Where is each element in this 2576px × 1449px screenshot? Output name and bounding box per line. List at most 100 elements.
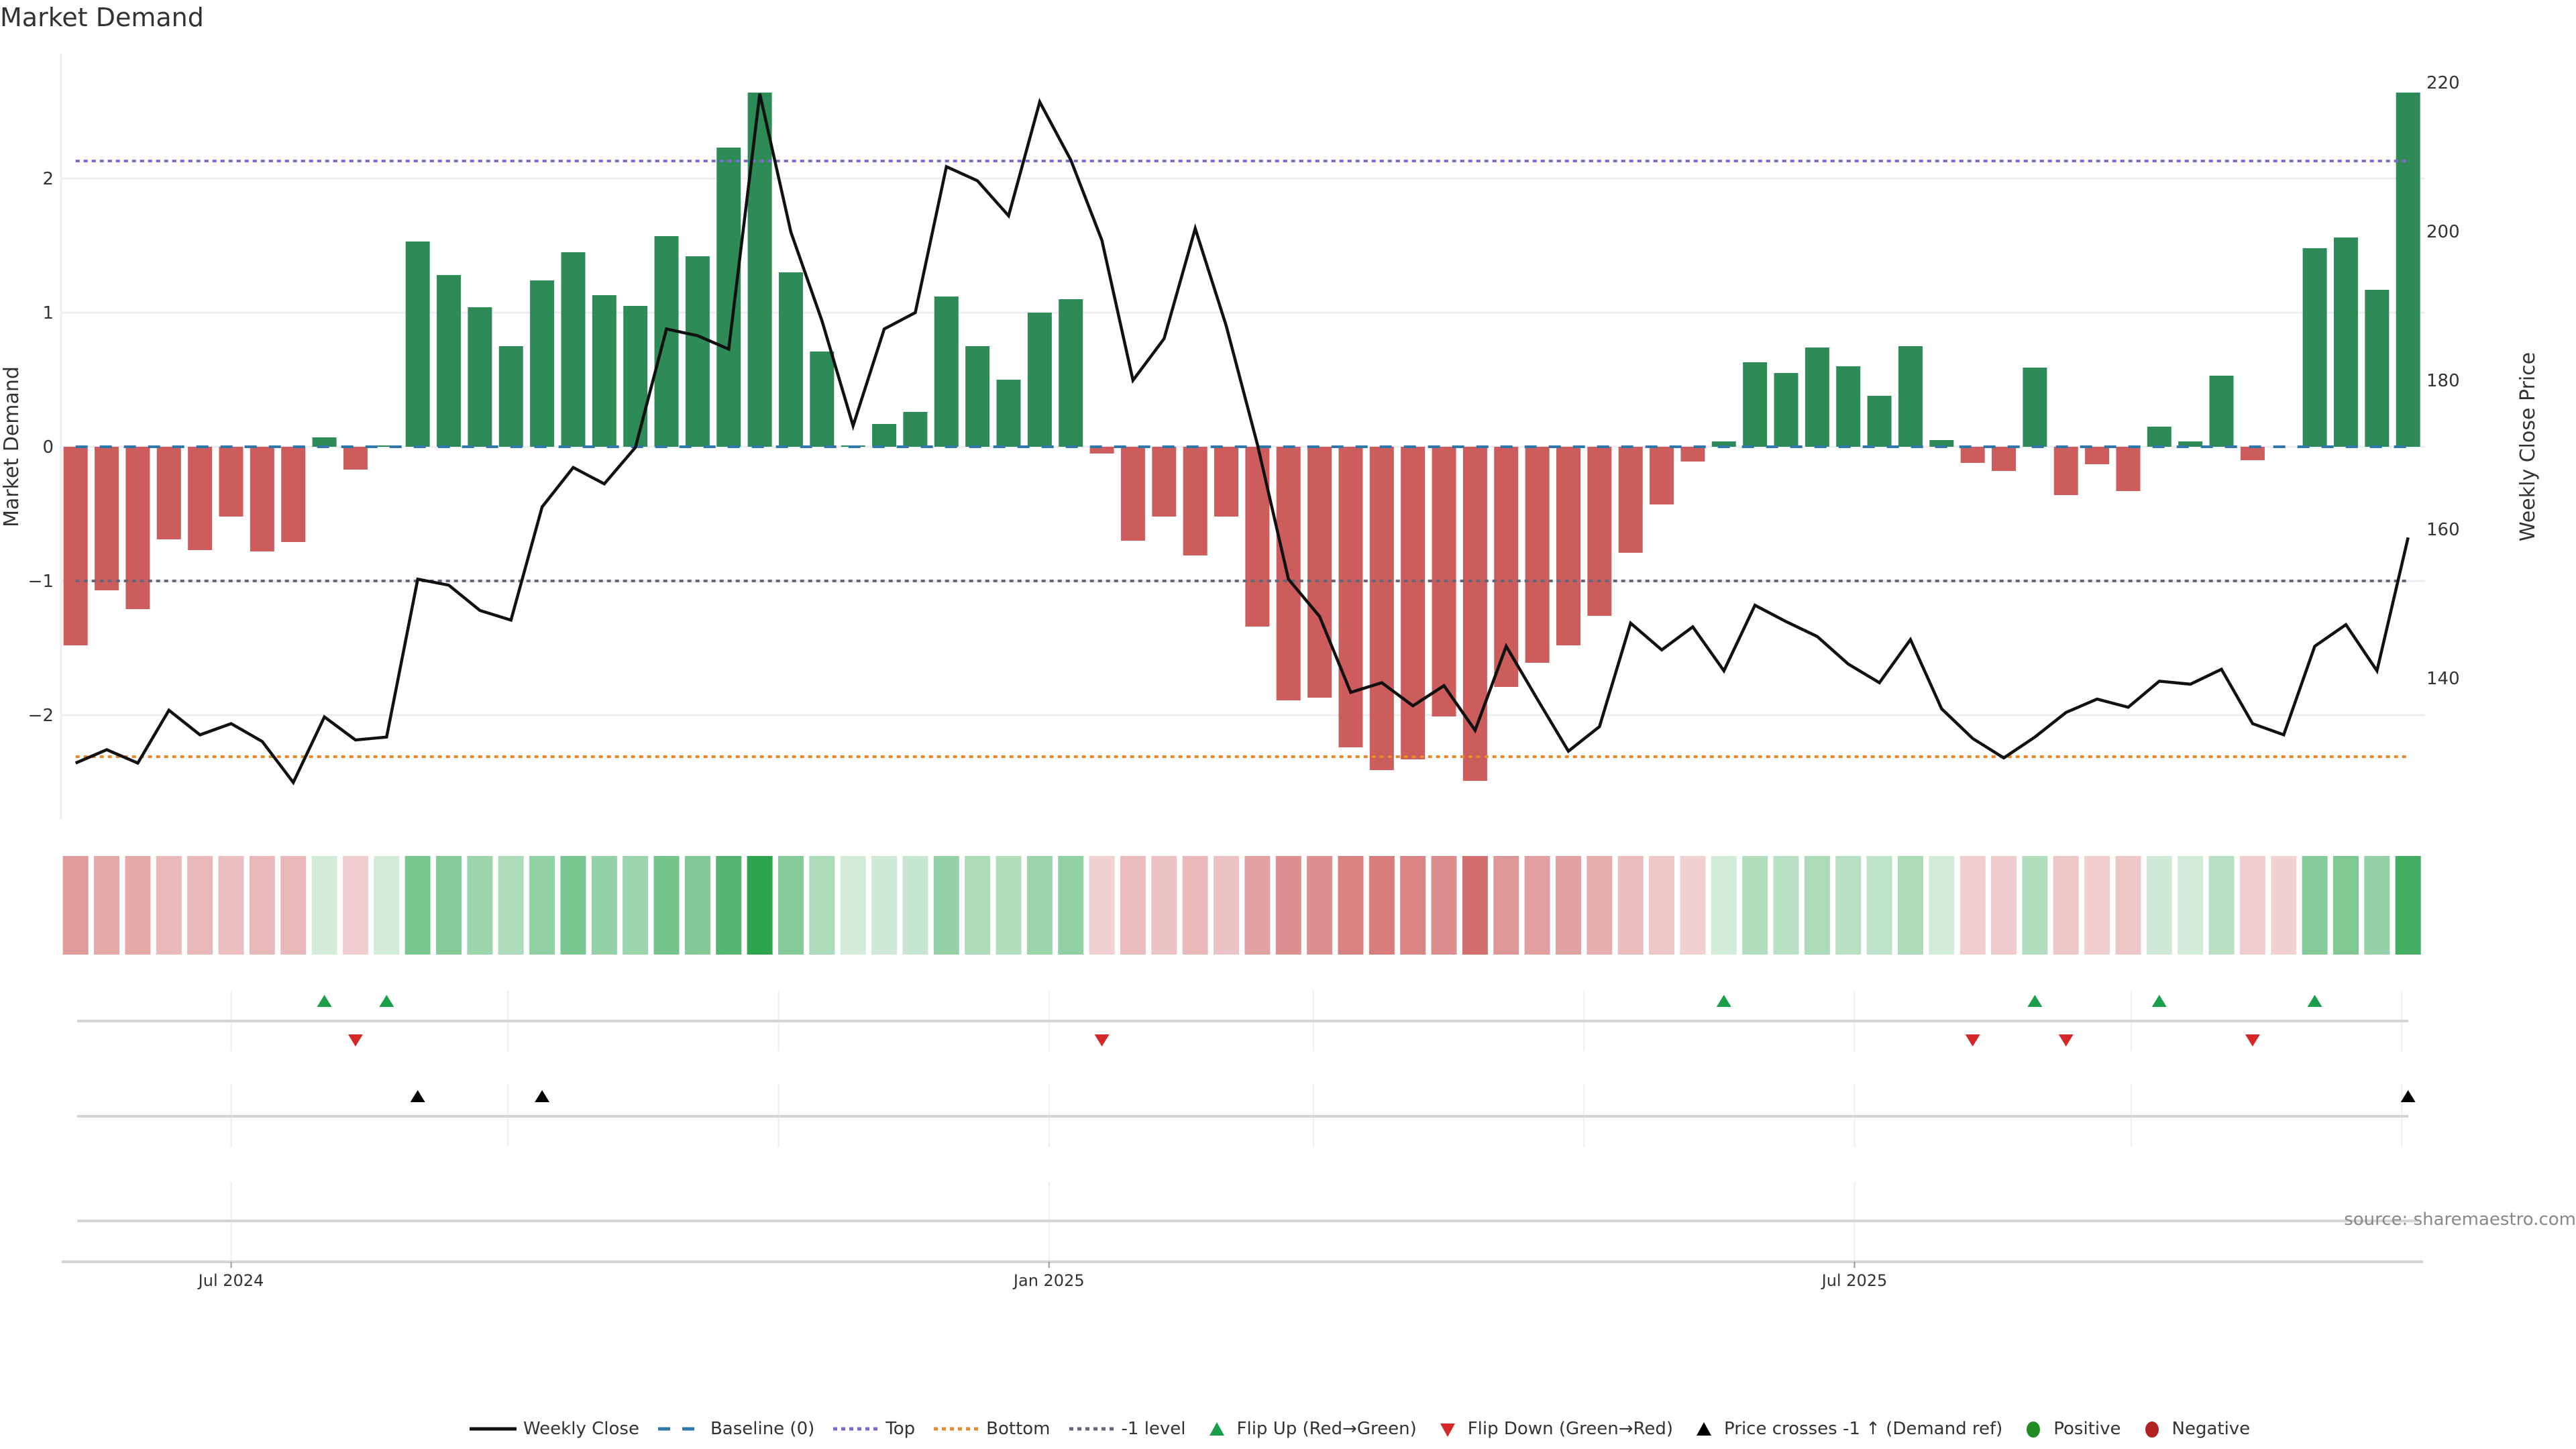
y-tick-label: −2 xyxy=(28,706,54,726)
y2-tick-label: 200 xyxy=(2426,222,2460,242)
demand-bar-negative xyxy=(1120,447,1145,541)
legend-label: Weekly Close xyxy=(523,1419,639,1439)
demand-bar-negative xyxy=(1432,447,1456,716)
heat-cell xyxy=(1307,856,1333,955)
heat-cell xyxy=(218,856,244,955)
signal-markers xyxy=(317,995,2416,1102)
demand-bar-negative xyxy=(1152,447,1177,517)
legend-triangle-up-icon xyxy=(1690,1419,1717,1439)
heat-cell xyxy=(374,856,400,955)
legend-label: Top xyxy=(885,1419,916,1439)
heat-cell xyxy=(467,856,493,955)
demand-bar-positive xyxy=(2365,290,2390,447)
demand-bar-positive xyxy=(2023,368,2047,447)
legend-item[interactable]: Price crosses -1 ↑ (Demand ref) xyxy=(1690,1419,2002,1439)
flip-down-marker xyxy=(1094,1034,1110,1046)
demand-bar-positive xyxy=(498,346,523,447)
demand-bar-positive xyxy=(2396,93,2420,447)
heat-cell xyxy=(965,856,991,955)
y2-tick-label: 160 xyxy=(2426,520,2460,540)
y2-tick-label: 220 xyxy=(2426,73,2460,93)
demand-bar-positive xyxy=(623,306,648,447)
demand-bar-positive xyxy=(1059,299,1083,447)
heat-cell xyxy=(1991,856,2017,955)
flip-up-marker xyxy=(317,995,332,1007)
heat-cell xyxy=(280,856,307,955)
legend-item[interactable]: Flip Down (Green→Red) xyxy=(1434,1419,1673,1439)
heat-cell xyxy=(1897,856,1923,955)
demand-bar-negative xyxy=(156,447,181,539)
demand-bar-positive xyxy=(965,346,990,447)
demand-bar-negative xyxy=(343,447,368,470)
heat-cell xyxy=(2208,856,2235,955)
demand-bar-negative xyxy=(1338,447,1363,747)
flip-down-marker xyxy=(347,1034,363,1046)
demand-bar-positive xyxy=(1027,313,1052,447)
demand-bar-negative xyxy=(1618,447,1643,553)
legend-item[interactable]: Flip Up (Red→Green) xyxy=(1203,1419,1417,1439)
demand-bar-positive xyxy=(592,295,616,447)
price-cross-marker xyxy=(2400,1090,2416,1102)
heat-cell xyxy=(2395,856,2421,955)
demand-bar-positive xyxy=(374,445,399,447)
demand-bar-negative xyxy=(250,447,274,551)
heat-cell xyxy=(1742,856,1768,955)
heat-cell xyxy=(1960,856,1986,955)
demand-bar-positive xyxy=(2302,248,2327,447)
heat-cell xyxy=(684,856,710,955)
legend: Weekly Close Baseline (0) Top Bottom -1 leve… xyxy=(470,1415,2267,1442)
legend-label: Positive xyxy=(2053,1419,2121,1439)
demand-bar-negative xyxy=(1680,447,1705,462)
heat-cell xyxy=(311,856,337,955)
demand-bar-negative xyxy=(1401,447,1426,759)
demand-bar-negative xyxy=(2053,447,2078,495)
legend-item[interactable]: Positive xyxy=(2020,1419,2121,1439)
heat-cell xyxy=(1026,856,1053,955)
legend-item[interactable]: Baseline (0) xyxy=(657,1419,814,1439)
heat-cell xyxy=(2146,856,2172,955)
legend-item[interactable]: Weekly Close xyxy=(470,1419,639,1439)
demand-bar-positive xyxy=(934,297,959,447)
legend-item[interactable]: Negative xyxy=(2139,1419,2251,1439)
legend-item[interactable]: -1 level xyxy=(1068,1419,1186,1439)
price-cross-marker xyxy=(410,1090,425,1102)
price-line-group xyxy=(74,93,2410,786)
legend-item[interactable]: Bottom xyxy=(932,1419,1051,1439)
legend-line-dot-icon xyxy=(1068,1419,1115,1439)
heat-cell xyxy=(591,856,617,955)
legend-label: Negative xyxy=(2171,1419,2251,1439)
heat-cell xyxy=(187,856,213,955)
y-tick-label: 0 xyxy=(42,437,54,458)
heat-cell xyxy=(2178,856,2204,955)
heat-cell xyxy=(653,856,680,955)
heat-cell xyxy=(716,856,742,955)
y2-axis-title: Weekly Close Price xyxy=(2516,352,2540,541)
flip-down-marker xyxy=(2245,1034,2260,1046)
heat-cell xyxy=(1089,856,1115,955)
demand-bar-positive xyxy=(1743,362,1768,447)
demand-bar-positive xyxy=(468,307,492,447)
heat-cell xyxy=(498,856,524,955)
legend-item[interactable]: Top xyxy=(832,1419,915,1439)
legend-label: Baseline (0) xyxy=(710,1419,815,1439)
legend-dot-icon xyxy=(2139,1419,2165,1439)
x-tick-label: Jul 2025 xyxy=(1821,1271,1888,1290)
heat-cell xyxy=(2239,856,2265,955)
legend-triangle-up-icon xyxy=(1203,1419,1230,1439)
demand-bar-positive xyxy=(1805,347,1829,447)
demand-bar-negative xyxy=(1960,447,1985,463)
demand-bar-positive xyxy=(654,236,679,447)
y-tick-label: 2 xyxy=(42,169,54,189)
heat-cell xyxy=(2271,856,2297,955)
demand-bar-positive xyxy=(996,380,1021,447)
legend-label: -1 level xyxy=(1121,1419,1186,1439)
heat-cell xyxy=(1524,856,1550,955)
legend-label: Flip Down (Green→Red) xyxy=(1467,1419,1674,1439)
heat-cell xyxy=(405,856,431,955)
demand-bar-negative xyxy=(1089,447,1114,453)
demand-bar-positive xyxy=(530,280,555,447)
flip-up-marker xyxy=(379,995,394,1007)
demand-bar-negative xyxy=(2116,447,2141,491)
demand-bar-positive xyxy=(312,437,337,447)
